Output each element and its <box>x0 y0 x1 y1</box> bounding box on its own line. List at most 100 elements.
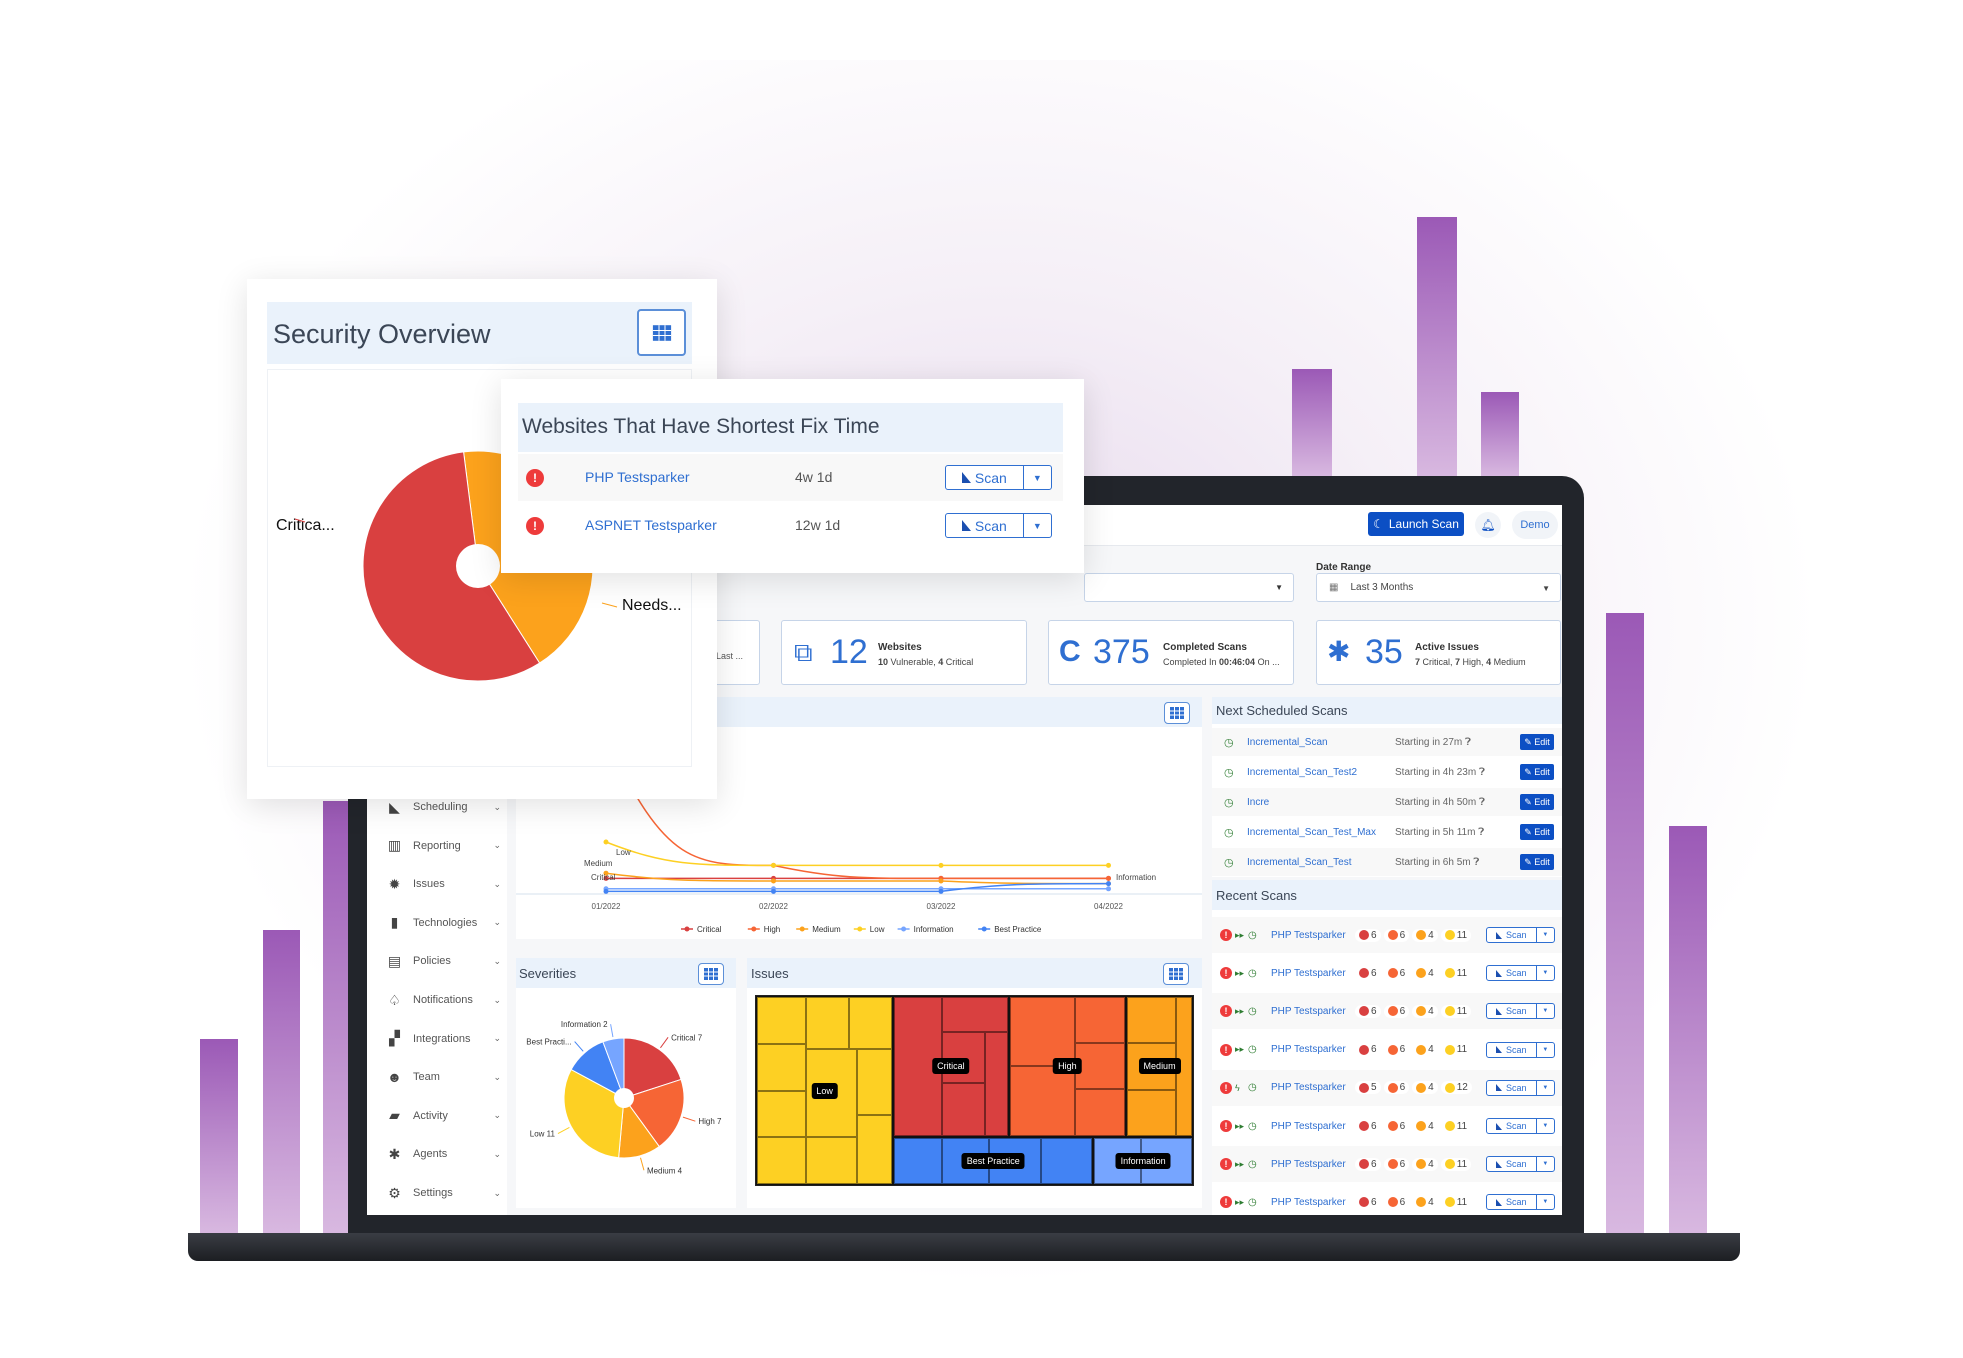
scan-link[interactable]: Incremental_Scan_Test2 <box>1247 766 1358 778</box>
scan-button[interactable]: Scan ▼ <box>1486 1194 1555 1211</box>
website-link[interactable]: PHP Testsparker <box>1271 929 1346 941</box>
treemap-cell[interactable] <box>1040 1137 1093 1184</box>
treemap-group-high[interactable] <box>1008 996 1127 1137</box>
bell-icon[interactable]: 🔔︎ <box>1475 512 1501 538</box>
scan-link[interactable]: Incremental_Scan_Test_Max <box>1247 826 1376 838</box>
website-link[interactable]: PHP Testsparker <box>585 469 690 485</box>
website-link[interactable]: ASPNET Testsparker <box>585 517 717 533</box>
treemap-cell[interactable] <box>1075 1042 1126 1089</box>
scan-link[interactable]: Incre <box>1247 796 1270 808</box>
stat-card-completed-scans[interactable]: C 375 Completed Scans Completed In 00:46… <box>1048 620 1294 685</box>
scan-button[interactable]: Scan ▼ <box>945 465 1052 490</box>
website-link[interactable]: PHP Testsparker <box>1271 1044 1346 1056</box>
scan-button[interactable]: Scan ▼ <box>1486 1118 1555 1134</box>
stat-card-active-issues[interactable]: ✱ 35 Active Issues 7 Critical, 7 High, 4… <box>1316 620 1561 685</box>
treemap-cell[interactable] <box>805 997 849 1050</box>
treemap-cell[interactable] <box>757 997 806 1044</box>
edit-button[interactable]: ✎ Edit <box>1520 794 1554 810</box>
sidebar-item-agents[interactable]: ✱ Agents ⌄ <box>386 1142 501 1166</box>
sidebar-item-integrations[interactable]: ▞ Integrations ⌄ <box>386 1027 501 1051</box>
sidebar-item-settings[interactable]: ⚙ Settings ⌄ <box>386 1181 501 1205</box>
edit-button[interactable]: ✎ Edit <box>1520 764 1554 780</box>
chevron-down-icon[interactable]: ▼ <box>1542 1123 1549 1129</box>
scan-button[interactable]: Scan ▼ <box>1486 1003 1555 1020</box>
website-link[interactable]: PHP Testsparker <box>1271 1196 1346 1208</box>
scan-button[interactable]: Scan ▼ <box>1486 965 1555 982</box>
sidebar-item-issues[interactable]: ✹ Issues ⌄ <box>386 872 501 896</box>
medium-count: 4 <box>1412 966 1438 980</box>
help-icon[interactable]: ❓︎ <box>1478 796 1485 808</box>
sidebar-item-reporting[interactable]: ▥ Reporting ⌄ <box>387 837 501 854</box>
edit-button[interactable]: ✎ Edit <box>1520 734 1554 750</box>
treemap-cell[interactable] <box>857 1049 893 1115</box>
chevron-down-icon[interactable]: ▼ <box>1542 1199 1549 1206</box>
scan-button[interactable]: Scan ▼ <box>1486 1079 1555 1096</box>
chevron-down-icon[interactable]: ▼ <box>1542 1084 1549 1091</box>
chevron-down-icon[interactable]: ▼ <box>1542 1046 1549 1053</box>
help-icon[interactable]: ❓︎ <box>1478 766 1485 778</box>
launch-scan-button[interactable]: ☾ Launch Scan <box>1368 512 1464 536</box>
website-link[interactable]: PHP Testsparker <box>1271 1120 1346 1132</box>
chevron-down-icon[interactable]: ▼ <box>1542 1161 1549 1168</box>
scan-link[interactable]: Incremental_Scan <box>1247 736 1328 748</box>
treemap-cell[interactable] <box>757 1090 806 1138</box>
chevron-down-icon[interactable]: ▼ <box>1542 1008 1549 1015</box>
treemap-cell[interactable] <box>894 1137 942 1184</box>
website-link[interactable]: PHP Testsparker <box>1271 1005 1346 1017</box>
calendar-icon: ▦ <box>1329 582 1339 593</box>
sidebar-item-policies[interactable]: ▤ Policies ⌄ <box>387 952 501 969</box>
website-link[interactable]: PHP Testsparker <box>1271 1158 1346 1170</box>
sidebar-item-team[interactable]: ☻ Team ⌄ <box>387 1069 501 1086</box>
scan-button[interactable]: Scan ▼ <box>945 513 1052 538</box>
treemap-cell[interactable] <box>805 1049 858 1138</box>
edit-button[interactable]: ✎ Edit <box>1520 854 1554 870</box>
help-icon[interactable]: ❓︎ <box>1473 856 1480 868</box>
edit-button[interactable]: ✎ Edit <box>1520 824 1554 840</box>
x-tick-label: 01/2022 <box>592 902 621 911</box>
table-view-button[interactable] <box>1164 702 1190 724</box>
severity-counts: 6 6 4 11 <box>1355 966 1474 980</box>
help-icon[interactable]: ❓︎ <box>1465 736 1472 748</box>
sidebar-item-activity[interactable]: ▰ Activity ⌄ <box>386 1104 501 1128</box>
user-menu[interactable]: Demo <box>1512 511 1558 539</box>
treemap-cell[interactable] <box>848 997 893 1050</box>
shark-fin-icon <box>961 520 971 531</box>
shark-fin-icon <box>1496 1198 1503 1206</box>
sidebar-item-notifications[interactable]: ♤ Notifications ⌄ <box>386 988 501 1012</box>
scan-button[interactable]: Scan ▼ <box>1486 1041 1555 1058</box>
help-icon[interactable]: ❓︎ <box>1478 826 1485 838</box>
treemap-cell[interactable] <box>1127 997 1177 1043</box>
chevron-down-icon[interactable]: ▼ <box>1032 520 1042 531</box>
scan-button[interactable]: Scan ▼ <box>1486 927 1555 943</box>
website-link[interactable]: PHP Testsparker <box>1271 1082 1346 1094</box>
table-view-button[interactable] <box>637 309 686 356</box>
treemap-cell[interactable] <box>757 1043 806 1091</box>
table-view-button[interactable] <box>698 963 724 985</box>
chevron-down-icon[interactable]: ▼ <box>1032 472 1042 483</box>
filter-select[interactable]: ▼ <box>1084 573 1294 602</box>
treemap-cell[interactable] <box>941 997 1008 1032</box>
treemap-cell[interactable] <box>857 1114 893 1184</box>
treemap-cell[interactable] <box>757 1137 806 1184</box>
chevron-down-icon[interactable]: ▼ <box>1542 932 1549 938</box>
scan-link[interactable]: Incremental_Scan_Test <box>1247 856 1352 868</box>
treemap-cell[interactable] <box>1009 1066 1076 1136</box>
treemap-group-critical[interactable] <box>893 996 1009 1137</box>
scan-button[interactable]: Scan ▼ <box>1486 1156 1555 1173</box>
treemap-cell[interactable] <box>1075 1088 1126 1136</box>
treemap-cell[interactable] <box>941 1083 985 1136</box>
treemap-group-low[interactable] <box>756 996 894 1185</box>
date-range-select[interactable]: ▦ Last 3 Months ▼ <box>1316 573 1561 602</box>
website-link[interactable]: PHP Testsparker <box>1271 967 1346 979</box>
sidebar-item-scheduling[interactable]: ◣ Scheduling ⌄ <box>386 795 501 819</box>
treemap-cell[interactable] <box>984 1031 1008 1136</box>
treemap-cell[interactable] <box>1075 997 1126 1043</box>
stat-card-websites[interactable]: ⧉ 12 Websites 10 Vulnerable, 4 Critical <box>781 620 1027 685</box>
treemap-cell[interactable] <box>941 1031 985 1084</box>
table-view-button[interactable] <box>1163 963 1189 985</box>
treemap-cell[interactable] <box>1009 997 1076 1067</box>
treemap-cell[interactable] <box>1127 1090 1177 1136</box>
treemap-cell[interactable] <box>805 1137 858 1184</box>
sidebar-item-technologies[interactable]: ▮ Technologies ⌄ <box>386 911 501 935</box>
chevron-down-icon[interactable]: ▼ <box>1542 970 1549 977</box>
